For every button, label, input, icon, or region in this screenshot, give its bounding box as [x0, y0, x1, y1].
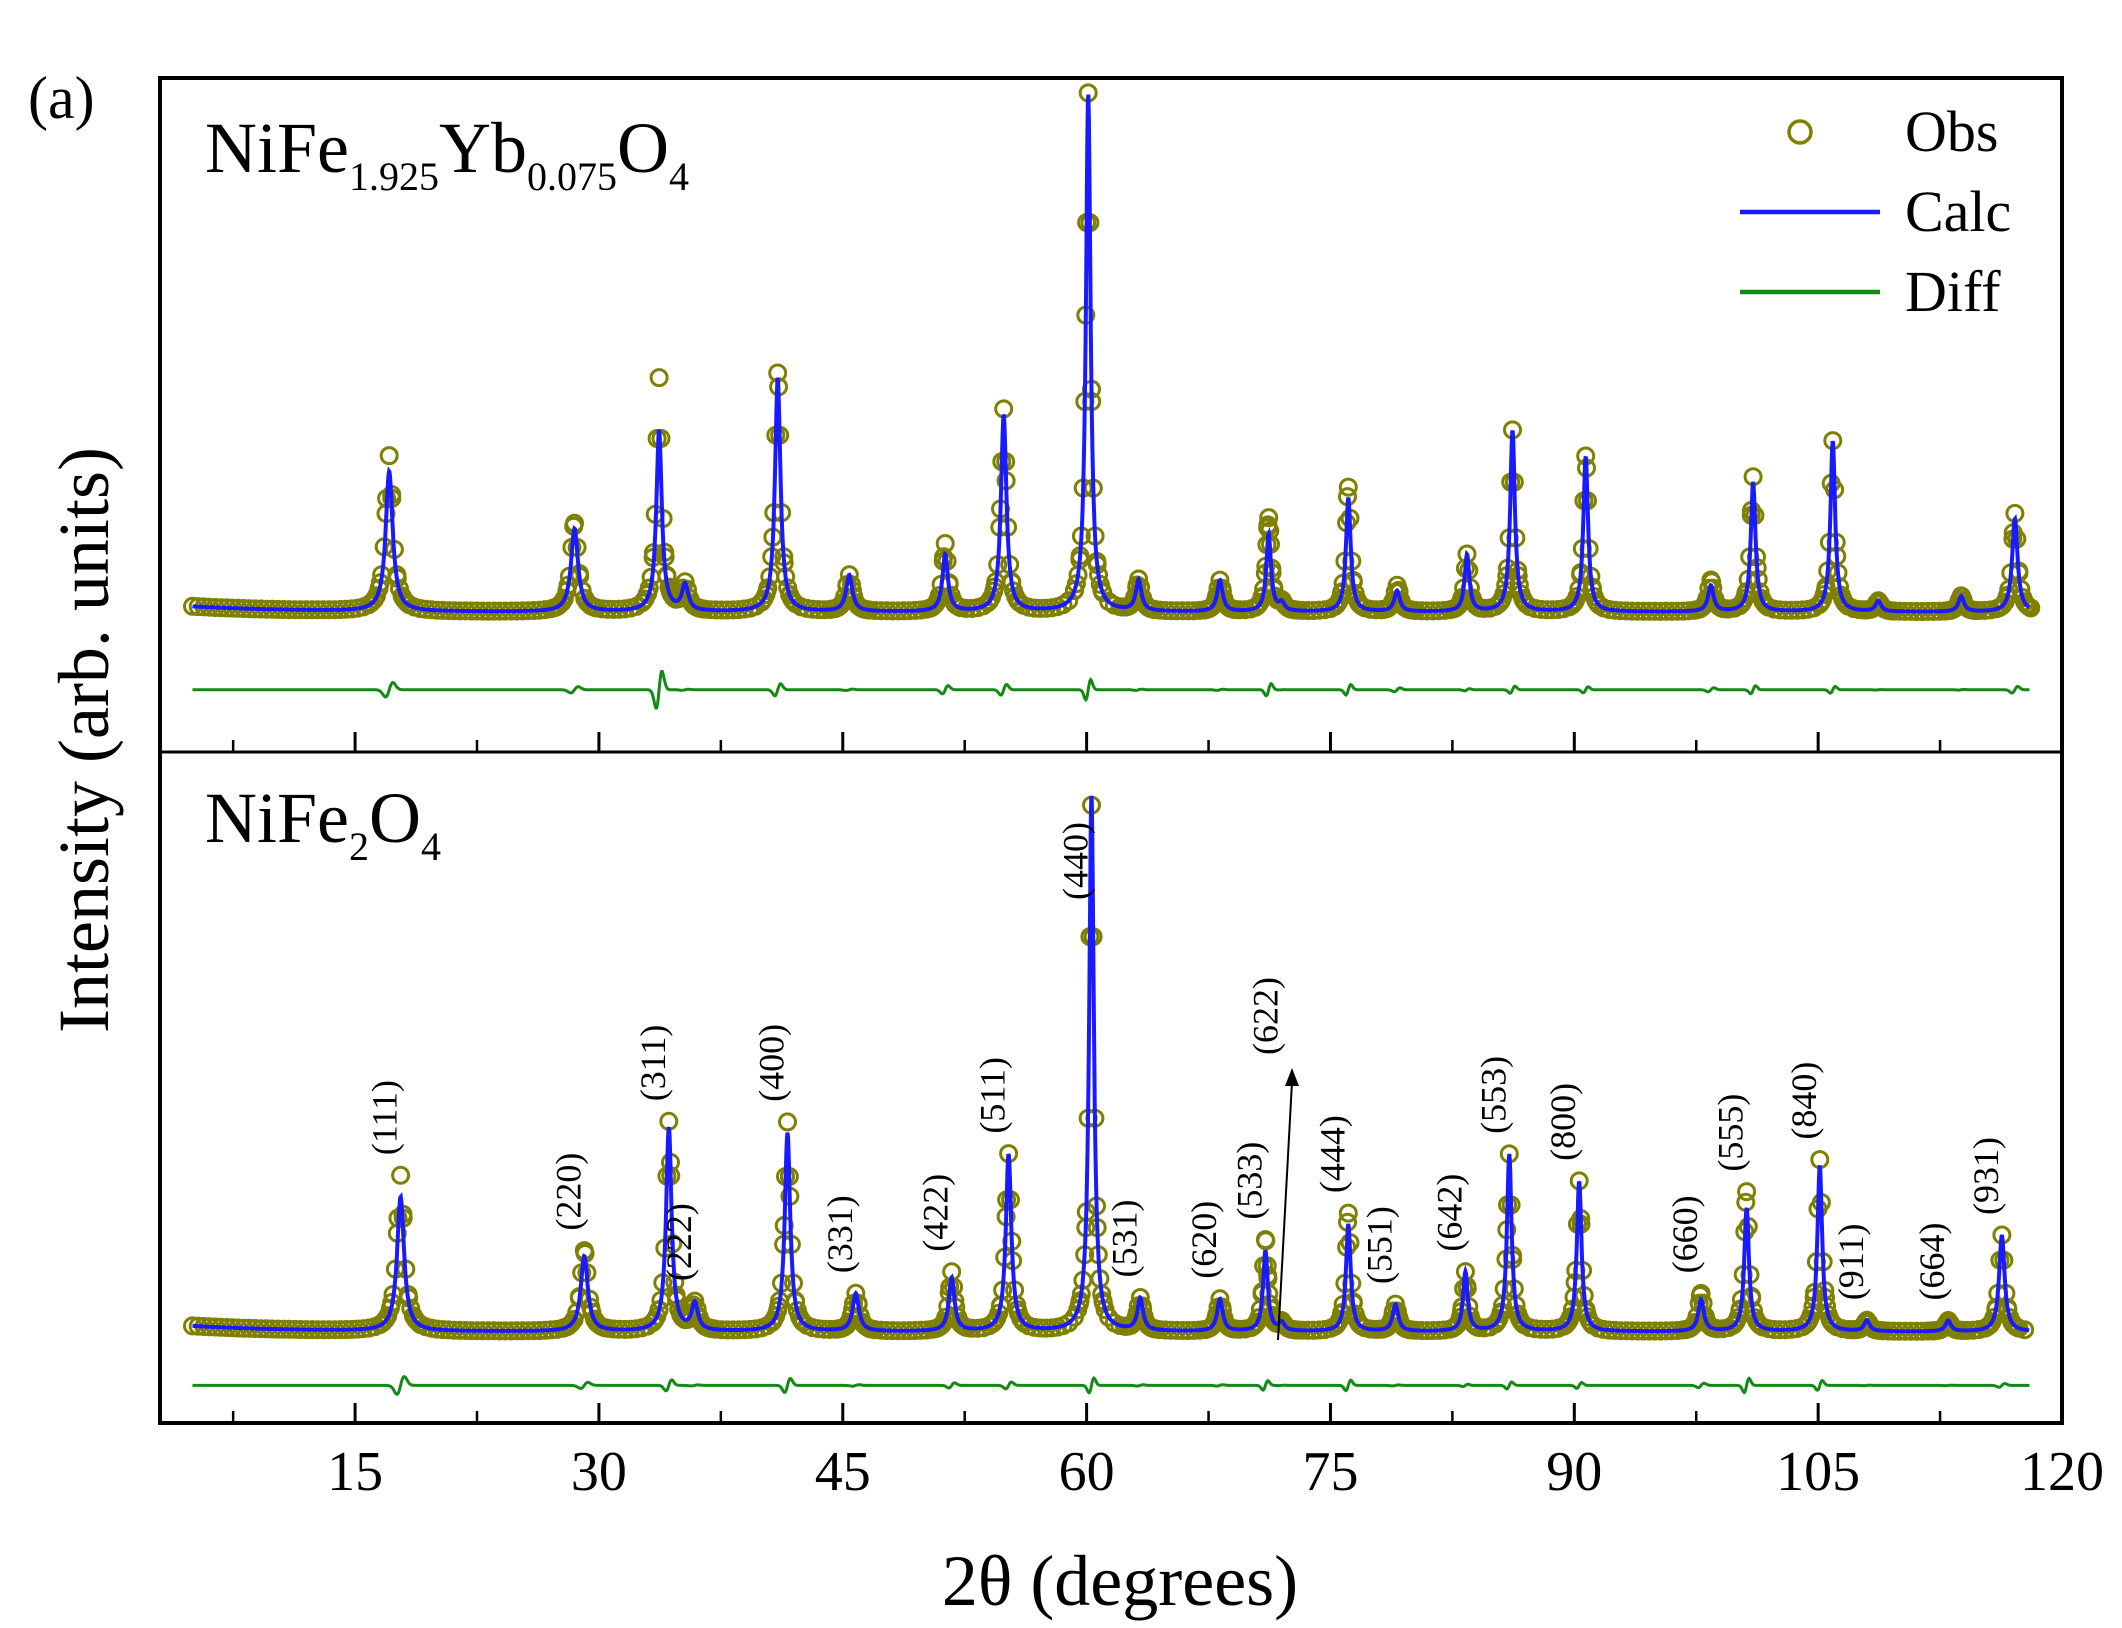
- hkl-label: (220): [548, 1153, 588, 1231]
- legend-label: Obs: [1905, 99, 1998, 164]
- x-tick-label: 15: [327, 1441, 383, 1503]
- hkl-label: (931): [1966, 1137, 2006, 1215]
- obs-point: [935, 534, 955, 553]
- calc-series: [192, 795, 2030, 1334]
- legend-label: Diff: [1905, 259, 2001, 324]
- obs-point: [1259, 508, 1279, 528]
- obs-point: [1059, 1313, 1079, 1333]
- hkl-label: (511): [973, 1057, 1013, 1134]
- hkl-label: (553): [1473, 1056, 1513, 1134]
- x-tick-label: 60: [1059, 1441, 1115, 1503]
- title-part: 4: [669, 154, 689, 199]
- panel-nife1925yb0075o4: NiFe1.925Yb0.075O4 Obs Calc Diff: [183, 83, 2041, 710]
- hkl-label: (620): [1184, 1201, 1224, 1279]
- hkl-label: (622): [1246, 977, 1286, 1055]
- x-tick-label: 105: [1776, 1441, 1860, 1503]
- hkl-label: (531): [1104, 1200, 1144, 1278]
- title-part: Yb: [439, 108, 527, 188]
- x-tick-label: 90: [1546, 1441, 1602, 1503]
- hkl-label: (551): [1360, 1206, 1400, 1284]
- hkl-label: (111): [365, 1080, 405, 1155]
- x-tick-label: 30: [571, 1441, 627, 1503]
- title-part: 1.925: [349, 154, 439, 199]
- hkl-label: (400): [752, 1024, 792, 1102]
- obs-point: [1256, 1231, 1276, 1251]
- title-part: 0.075: [527, 154, 617, 199]
- obs-point: [1059, 591, 1079, 611]
- hkl-label: (800): [1543, 1083, 1583, 1161]
- x-tick-label: 45: [815, 1441, 871, 1503]
- title-part: 2: [349, 824, 369, 869]
- hkl-label: (642): [1429, 1174, 1469, 1252]
- hkl-label: (660): [1665, 1195, 1705, 1273]
- x-tick-label: 120: [2020, 1441, 2104, 1503]
- x-axis-title: 2θ (degrees): [942, 1541, 1298, 1621]
- y-axis-title: Intensity (arb. units): [44, 447, 124, 1033]
- obs-point: [379, 446, 399, 466]
- hkl-label: (222): [659, 1203, 699, 1281]
- title-part: NiFe: [205, 778, 349, 858]
- legend-marker-obs: [1787, 119, 1813, 145]
- obs-point: [649, 368, 669, 388]
- x-axis-ticks: 15 30 45 60 75 90 105 120: [231, 732, 2104, 1503]
- obs-point: [2021, 598, 2041, 618]
- hkl-label: (444): [1312, 1115, 1352, 1193]
- title-part: NiFe: [205, 108, 349, 188]
- panel-title-doped: NiFe1.925Yb0.075O4: [205, 108, 689, 199]
- diff-series: [192, 669, 2030, 710]
- obs-point: [1338, 477, 1358, 497]
- obs-point: [778, 1112, 797, 1132]
- panel-nife2o4: NiFe2O4 (111) (220) (311) (222) (400) (331) (4…: [183, 778, 2035, 1396]
- hkl-label: (422): [916, 1174, 956, 1252]
- diff-series: [192, 1375, 2030, 1396]
- legend-label: Calc: [1905, 179, 2011, 244]
- hkl-label: (311): [633, 1025, 673, 1102]
- arrow-622: [1277, 1068, 1299, 1341]
- hkl-label: (911): [1831, 1224, 1871, 1301]
- x-tick-label: 75: [1302, 1441, 1358, 1503]
- hkl-label: (440): [1056, 822, 1096, 900]
- hkl-label: (664): [1912, 1223, 1952, 1301]
- panel-label: (a): [28, 65, 95, 131]
- hkl-label: (555): [1711, 1094, 1751, 1172]
- panel-title-undoped: NiFe2O4: [205, 778, 441, 869]
- title-part: O: [369, 778, 421, 858]
- calc-series: [192, 94, 2031, 614]
- title-part: 4: [421, 824, 441, 869]
- title-part: O: [617, 108, 669, 188]
- legend: Obs Calc Diff: [1740, 99, 2011, 324]
- obs-point: [1338, 1203, 1358, 1223]
- obs-point: [391, 1165, 411, 1185]
- hkl-label: (331): [820, 1195, 860, 1273]
- hkl-label: (840): [1784, 1062, 1824, 1140]
- hkl-label: (533): [1229, 1142, 1269, 1220]
- obs-point: [1737, 1182, 1757, 1202]
- obs-point: [2015, 1320, 2035, 1340]
